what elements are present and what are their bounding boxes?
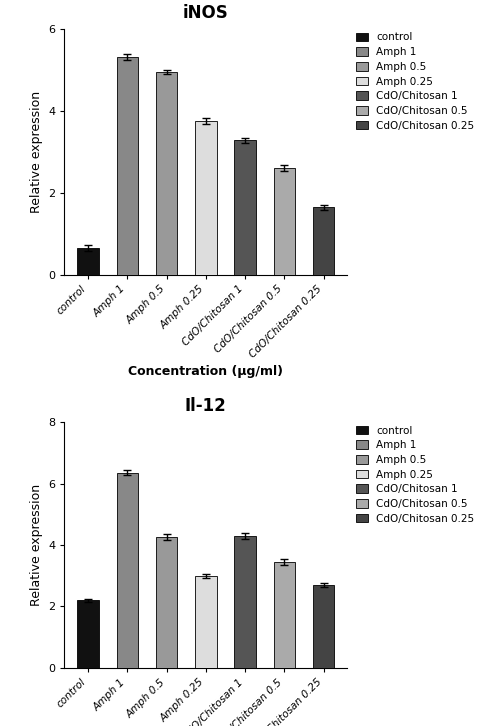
Title: iNOS: iNOS xyxy=(183,4,229,22)
Bar xyxy=(234,536,256,668)
Bar xyxy=(273,168,295,274)
Bar xyxy=(195,121,217,274)
Bar xyxy=(117,473,138,668)
Title: Il-12: Il-12 xyxy=(185,397,227,415)
Bar xyxy=(77,600,99,668)
Bar xyxy=(313,585,334,668)
Y-axis label: Relative expression: Relative expression xyxy=(30,91,43,213)
Bar xyxy=(234,140,256,274)
Bar xyxy=(273,562,295,668)
Bar xyxy=(156,537,178,668)
Bar xyxy=(195,576,217,668)
Bar xyxy=(156,72,178,274)
Legend: control, Amph 1, Amph 0.5, Amph 0.25, CdO/Chitosan 1, CdO/Chitosan 0.5, CdO/Chit: control, Amph 1, Amph 0.5, Amph 0.25, Cd… xyxy=(353,423,478,527)
Legend: control, Amph 1, Amph 0.5, Amph 0.25, CdO/Chitosan 1, CdO/Chitosan 0.5, CdO/Chit: control, Amph 1, Amph 0.5, Amph 0.25, Cd… xyxy=(353,29,478,134)
Bar xyxy=(77,248,99,274)
Bar xyxy=(117,57,138,274)
Bar xyxy=(313,207,334,274)
X-axis label: Concentration (μg/ml): Concentration (μg/ml) xyxy=(128,365,283,378)
Y-axis label: Relative expression: Relative expression xyxy=(30,484,43,606)
